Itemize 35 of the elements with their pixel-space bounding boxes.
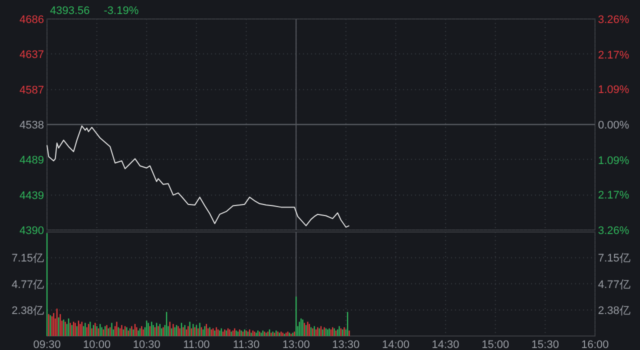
x-tick-label: 10:30: [132, 339, 160, 350]
y2-tick-label: 2.38亿: [598, 304, 630, 317]
x-tick-label: 14:30: [432, 339, 460, 350]
y2-tick-label: 2.17%: [598, 49, 630, 62]
x-tick-label: 09:30: [33, 339, 61, 350]
y-tick-label: 4439: [20, 190, 44, 202]
y2-tick-label: 1.09%: [598, 84, 630, 96]
x-tick-label: 11:30: [232, 339, 260, 350]
x-tick-label: 13:00: [282, 339, 310, 350]
x-tick-label: 10:00: [83, 339, 111, 350]
y-tick-label: 4686: [20, 14, 44, 26]
y-tick-label: 4538: [20, 120, 44, 132]
x-tick-label: 15:00: [482, 339, 510, 350]
y-tick-label: 4.77亿: [12, 278, 44, 291]
y-tick-label: 4489: [20, 154, 44, 166]
line-series: [46, 125, 350, 228]
x-tick-label: 11:00: [183, 339, 210, 350]
x-tick-label: 16:00: [581, 339, 609, 350]
x-tick-label: 15:30: [531, 339, 559, 350]
y-tick-label: 4587: [20, 84, 44, 97]
y2-tick-label: 7.15亿: [598, 252, 630, 265]
chart-title: 4393.56: [50, 5, 90, 17]
y2-tick-label: 2.17%: [598, 190, 630, 202]
chart-subtitle: -3.19%: [104, 5, 139, 17]
y-tick-label: 2.38亿: [12, 304, 44, 317]
y2-tick-label: 0.00%: [598, 120, 630, 132]
y-tick-label: 7.15亿: [12, 252, 44, 265]
y-tick-label: 4390: [20, 225, 44, 237]
y2-tick-label: 1.09%: [598, 154, 630, 167]
y2-tick-label: 3.26%: [598, 225, 630, 237]
y-tick-label: 4637: [20, 48, 44, 61]
y2-tick-label: 4.77亿: [598, 278, 630, 291]
x-tick-label: 14:00: [382, 339, 410, 350]
x-tick-label: 13:30: [332, 339, 360, 350]
y2-tick-label: 3.26%: [598, 14, 630, 26]
